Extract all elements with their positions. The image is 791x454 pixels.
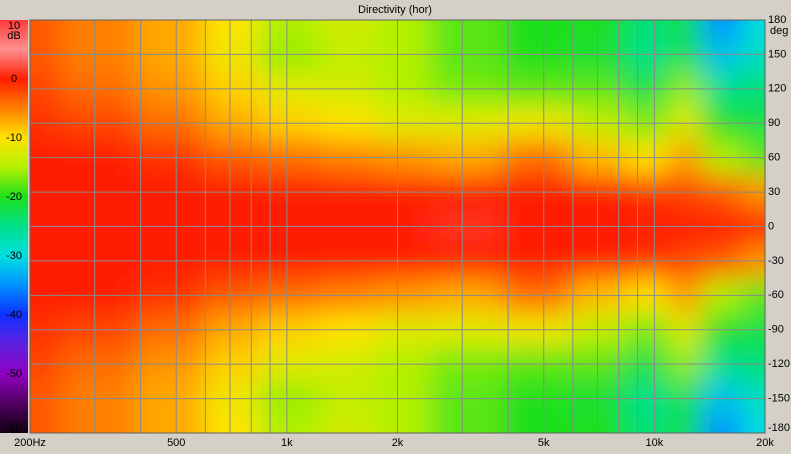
heatmap-cell bbox=[742, 415, 765, 433]
x-tick-label: 1k bbox=[281, 437, 293, 449]
heatmap-cell bbox=[30, 415, 63, 433]
heatmap-cell bbox=[203, 415, 259, 433]
heatmap-cell bbox=[374, 20, 431, 38]
colorbar-tick-label: 0 bbox=[11, 73, 17, 85]
heatmap-cell bbox=[429, 20, 504, 38]
heatmap-cell bbox=[502, 20, 572, 38]
colorbar-tick-label: -10 bbox=[6, 132, 22, 144]
colorbar-tick-label: -30 bbox=[6, 250, 22, 262]
y-tick-label: 60 bbox=[768, 152, 780, 164]
heatmap-cell bbox=[62, 20, 136, 38]
y-tick-label: 180 bbox=[768, 14, 786, 26]
colorbar bbox=[0, 20, 28, 433]
grid bbox=[30, 20, 765, 433]
chart-title: Directivity (hor) bbox=[358, 4, 432, 16]
x-tick-label: 5k bbox=[538, 437, 550, 449]
labels: 200Hz 500 1k 2k 5k 10k 20k 180 150 120 90 60 30 0 -30 -… bbox=[6, 14, 790, 449]
heatmap-cell bbox=[625, 20, 670, 38]
x-tick-label: 500 bbox=[167, 437, 185, 449]
y-tick-label: 30 bbox=[768, 186, 780, 198]
heatmap-cell bbox=[203, 20, 259, 38]
y-tick-label: -120 bbox=[768, 358, 790, 370]
y-tick-label: 150 bbox=[768, 48, 786, 60]
heatmap-cell bbox=[319, 415, 376, 433]
heatmap-cell bbox=[701, 20, 743, 38]
y-tick-label: 90 bbox=[768, 117, 780, 129]
heatmap-cell bbox=[701, 415, 743, 433]
y-tick-label: -30 bbox=[768, 255, 784, 267]
x-tick-label: 200Hz bbox=[14, 437, 46, 449]
heatmap-cell bbox=[135, 20, 204, 38]
y-tick-label: -180 bbox=[768, 422, 790, 434]
colorbar-tick-label: -60 bbox=[6, 421, 22, 433]
plot-frame bbox=[29, 19, 766, 434]
x-tick-label: 20k bbox=[756, 437, 774, 449]
colorbar-tick-label: -50 bbox=[6, 368, 22, 380]
y-unit: deg bbox=[770, 25, 788, 37]
colorbar-tick-label: 10 bbox=[8, 20, 20, 32]
y-tick-label: -90 bbox=[768, 324, 784, 336]
heatmap-cell bbox=[258, 20, 320, 38]
colorbar-tick-label: -40 bbox=[6, 309, 22, 321]
colorbar-unit: dB bbox=[7, 30, 20, 42]
heatmap-cell bbox=[62, 415, 136, 433]
heatmap-cell bbox=[570, 415, 627, 433]
heatmap-cell bbox=[374, 415, 431, 433]
heatmap-cell bbox=[742, 20, 765, 38]
y-tick-label: 120 bbox=[768, 83, 786, 95]
heatmap-cell bbox=[135, 415, 204, 433]
heatmap-cell bbox=[502, 415, 572, 433]
heatmap-cell bbox=[319, 20, 376, 38]
colorbar-tick-label: -20 bbox=[6, 191, 22, 203]
heatmap-cell bbox=[668, 415, 702, 433]
heatmap-cell bbox=[625, 415, 670, 433]
y-tick-label: 0 bbox=[768, 220, 774, 232]
heatmap-cell bbox=[30, 20, 63, 38]
y-tick-label: -150 bbox=[768, 392, 790, 404]
heatmap-cell bbox=[258, 415, 320, 433]
heatmap-cell bbox=[570, 20, 627, 38]
heatmap-cell bbox=[668, 20, 702, 38]
heatmap-cell bbox=[429, 415, 504, 433]
x-tick-label: 10k bbox=[645, 437, 663, 449]
y-tick-label: -60 bbox=[768, 289, 784, 301]
x-tick-label: 2k bbox=[392, 437, 404, 449]
